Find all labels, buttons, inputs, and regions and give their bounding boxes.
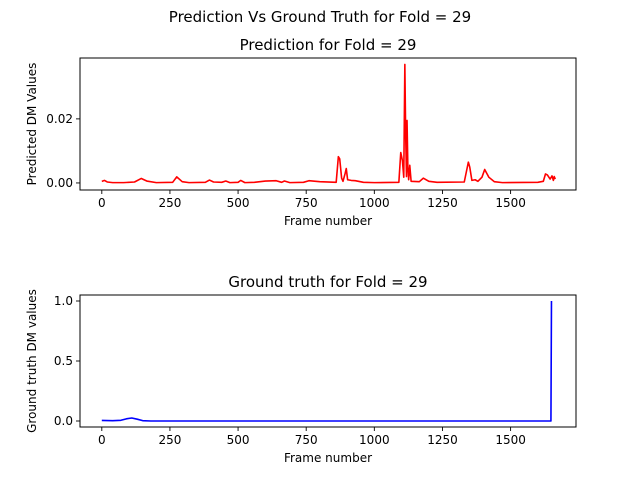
prediction-series-line (101, 63, 557, 184)
prediction-y-label: Predicted DM Values (25, 63, 39, 186)
ground-truth-x-tick-label: 0 (98, 433, 106, 447)
prediction-plot-area (101, 63, 557, 184)
prediction-y-ticks: 0.00 0.02 (46, 112, 80, 190)
ground-truth-y-tick-label: 0.0 (54, 414, 73, 428)
prediction-y-tick-label: 0.02 (46, 112, 73, 126)
prediction-y-tick-label: 0.00 (46, 176, 73, 190)
prediction-x-tick-label: 750 (295, 196, 318, 210)
prediction-x-tick-label: 1250 (427, 196, 458, 210)
ground-truth-x-tick-label: 1250 (427, 433, 458, 447)
ground-truth-y-label: Ground truth DM values (25, 289, 39, 433)
ground-truth-y-tick-label: 0.5 (54, 354, 73, 368)
ground-truth-y-ticks: 0.0 0.5 1.0 (54, 294, 80, 428)
prediction-x-tick-label: 0 (98, 196, 106, 210)
prediction-subplot: Prediction for Fold = 29 0 250 500 750 1000 1… (25, 36, 577, 228)
ground-truth-axes-frame (79, 294, 577, 428)
prediction-x-tick-label: 1000 (359, 196, 390, 210)
ground-truth-x-tick-label: 750 (295, 433, 318, 447)
prediction-x-tick-label: 500 (227, 196, 250, 210)
ground-truth-x-tick-label: 1500 (495, 433, 526, 447)
ground-truth-subplot: Ground truth for Fold = 29 0 250 500 750 100… (25, 273, 577, 465)
prediction-axes-frame (79, 57, 577, 191)
ground-truth-x-label: Frame number (284, 451, 372, 465)
ground-truth-title: Ground truth for Fold = 29 (228, 273, 427, 291)
figure-suptitle: Prediction Vs Ground Truth for Fold = 29 (169, 8, 471, 26)
ground-truth-series-line (101, 300, 553, 422)
ground-truth-y-tick-label: 1.0 (54, 294, 73, 308)
prediction-title: Prediction for Fold = 29 (240, 36, 417, 54)
ground-truth-plot-area (101, 300, 553, 422)
ground-truth-x-tick-label: 250 (158, 433, 181, 447)
prediction-x-tick-label: 250 (158, 196, 181, 210)
prediction-x-label: Frame number (284, 214, 372, 228)
ground-truth-x-tick-label: 500 (227, 433, 250, 447)
prediction-x-tick-label: 1500 (495, 196, 526, 210)
ground-truth-x-tick-label: 1000 (359, 433, 390, 447)
ground-truth-x-ticks: 0 250 500 750 1000 1250 1500 (98, 427, 526, 447)
prediction-x-ticks: 0 250 500 750 1000 1250 1500 (98, 190, 526, 210)
